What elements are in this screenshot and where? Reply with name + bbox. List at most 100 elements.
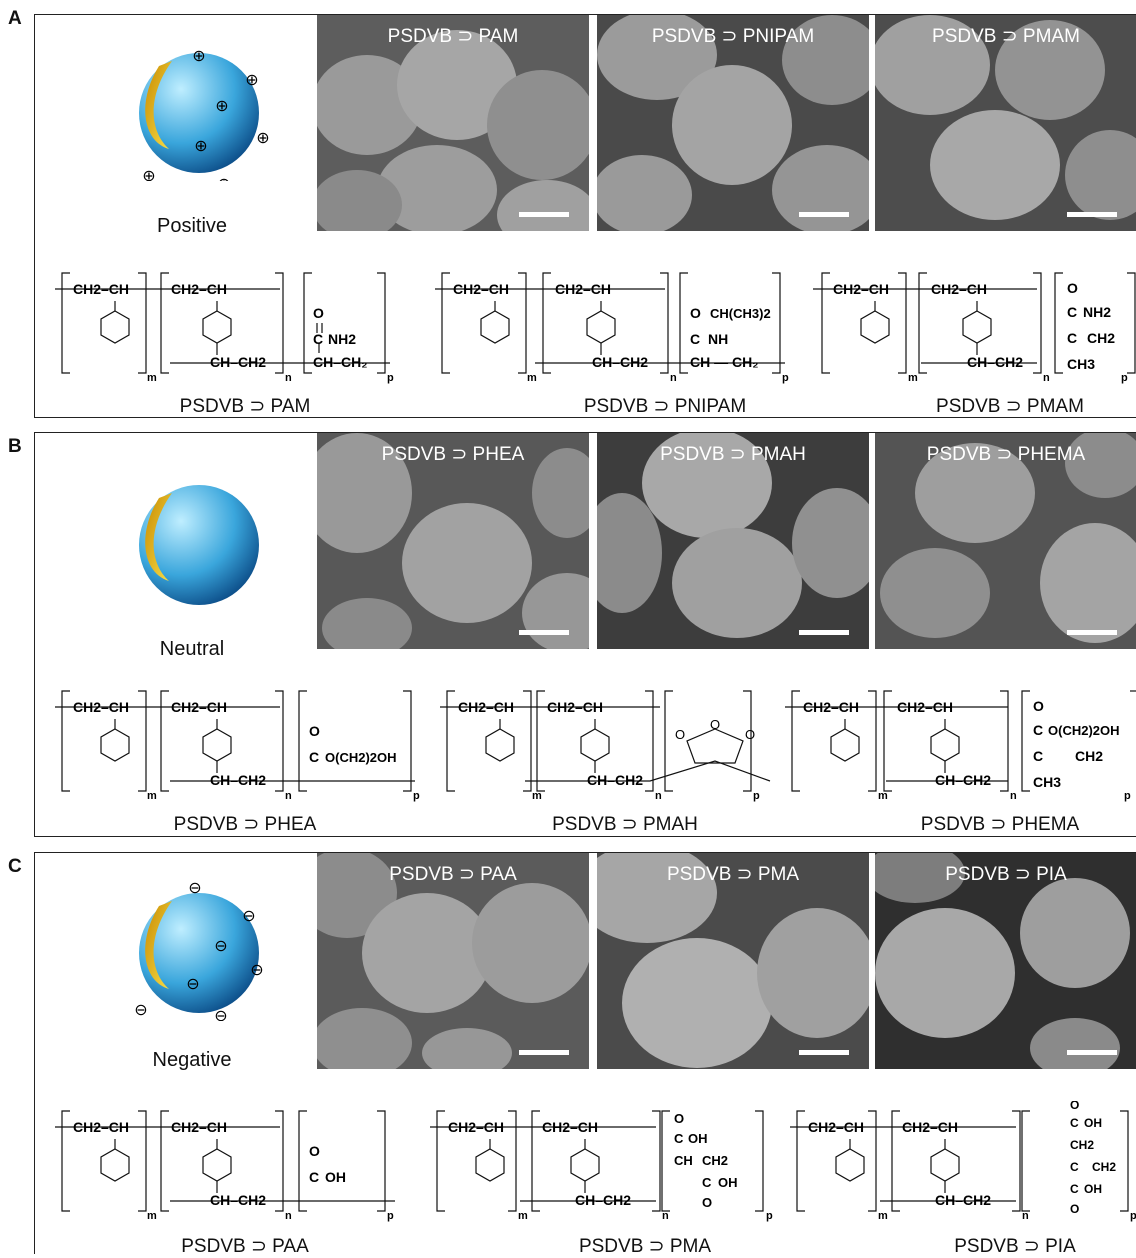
- svg-text:O: O: [710, 717, 720, 732]
- svg-text:CH3: CH3: [1067, 356, 1095, 372]
- svg-text:m: m: [147, 1210, 157, 1222]
- structure-pnipam: CH2–CH CH2–CH CH–CH2 m n p O CH(CH3)2 C …: [435, 272, 789, 384]
- svg-text:CH2–CH: CH2–CH: [833, 281, 889, 297]
- svg-text:⊖: ⊖: [242, 908, 255, 925]
- scale-bar: [519, 630, 569, 635]
- panel-letter-b: B: [8, 436, 22, 457]
- svg-text:CH2: CH2: [702, 1153, 728, 1168]
- sem-image-pma: PSDVB ⊃ PMA: [597, 853, 869, 1069]
- structure-caption: PSDVB ⊃ PAA: [181, 1236, 309, 1257]
- svg-text:CH2–CH: CH2–CH: [931, 281, 987, 297]
- svg-text:CH2–CH: CH2–CH: [458, 699, 514, 715]
- svg-text:O: O: [1070, 1202, 1079, 1216]
- svg-text:CH2–CH: CH2–CH: [897, 699, 953, 715]
- svg-text:⊕: ⊕: [194, 138, 207, 155]
- structure-pma: CH2–CH CH2–CH CH–CH2 m n p O C OH CH CH2…: [430, 1110, 773, 1222]
- svg-text:OH: OH: [1084, 1116, 1102, 1130]
- svg-text:O: O: [1070, 1101, 1079, 1112]
- scale-bar: [1067, 212, 1117, 217]
- negative-particle-icon: ⊖ ⊖ ⊖ ⊖ ⊖ ⊖ ⊖: [134, 880, 263, 1021]
- scale-bar: [799, 212, 849, 217]
- structure-phema: CH2–CH CH2–CH CH–CH2 m n p O C O(CH2)2OH…: [785, 690, 1136, 802]
- svg-text:OH: OH: [718, 1175, 738, 1190]
- sem-label: PSDVB ⊃ PIA: [945, 864, 1067, 885]
- charge-label-positive: Positive: [156, 215, 228, 237]
- panel-b: Neutral PSDVB ⊃ PHEA PSDVB ⊃ PMAH PSDVB …: [34, 432, 1136, 837]
- sem-label: PSDVB ⊃ PAM: [387, 26, 519, 47]
- structure-caption: PSDVB ⊃ PMAM: [936, 396, 1084, 417]
- svg-text:O: O: [690, 305, 701, 321]
- svg-text:C: C: [1070, 1160, 1079, 1174]
- scale-bar: [799, 1050, 849, 1055]
- sem-image-pmam: PSDVB ⊃ PMAM: [875, 15, 1136, 231]
- svg-text:C: C: [1033, 748, 1043, 764]
- svg-text:n: n: [662, 1210, 669, 1222]
- structure-caption: PSDVB ⊃ PMAH: [552, 814, 698, 835]
- svg-text:⊕: ⊕: [245, 72, 258, 89]
- scale-bar: [799, 630, 849, 635]
- positive-particle-icon: ⊕ ⊕ ⊕ ⊕ ⊕ ⊕ ⊕: [139, 48, 270, 181]
- svg-text:O: O: [309, 1143, 320, 1159]
- structure-pia: CH2–CH CH2–CH CH–CH2 m n p O C OH CH2 C …: [790, 1101, 1136, 1222]
- svg-text:O: O: [675, 727, 685, 742]
- svg-text:CH3: CH3: [1033, 774, 1061, 790]
- svg-text:p: p: [782, 372, 789, 384]
- svg-text:C: C: [690, 331, 700, 347]
- svg-text:n: n: [655, 790, 662, 802]
- svg-text:O(CH2)2OH: O(CH2)2OH: [325, 750, 397, 765]
- svg-text:n: n: [1022, 1210, 1029, 1222]
- charge-label-neutral: Neutral: [159, 638, 225, 660]
- svg-text:p: p: [766, 1210, 773, 1222]
- structure-pmah: CH2–CH CH2–CH CH–CH2 m n p O O O: [440, 690, 771, 802]
- svg-text:OH: OH: [325, 1169, 346, 1185]
- svg-text:O: O: [674, 1111, 684, 1126]
- structure-pam: CH2–CH CH2–CH CH–CH2 m n p O C NH2 CH–CH…: [55, 272, 394, 384]
- svg-text:m: m: [532, 790, 542, 802]
- svg-text:CH: CH: [674, 1153, 693, 1168]
- svg-text:CH2–CH: CH2–CH: [448, 1119, 504, 1135]
- svg-text:CH2: CH2: [1087, 330, 1115, 346]
- svg-text:CH2–CH: CH2–CH: [555, 281, 611, 297]
- structure-pmam: CH2–CH CH2–CH CH–CH2 m n p O C NH2 C CH2…: [813, 272, 1136, 384]
- svg-text:C: C: [313, 331, 323, 347]
- sem-image-pam: PSDVB ⊃ PAM: [317, 15, 589, 231]
- svg-text:⊕: ⊕: [142, 168, 155, 181]
- svg-text:CH–CH2: CH–CH2: [967, 354, 1023, 370]
- svg-text:C: C: [702, 1175, 712, 1190]
- svg-text:O(CH2)2OH: O(CH2)2OH: [1048, 723, 1120, 738]
- scale-bar: [1067, 630, 1117, 635]
- structure-caption: PSDVB ⊃ PMA: [578, 1236, 712, 1257]
- sem-label: PSDVB ⊃ PHEMA: [926, 444, 1086, 465]
- svg-text:⊖: ⊖: [188, 880, 201, 897]
- svg-text:m: m: [908, 372, 918, 384]
- svg-text:CH2–CH: CH2–CH: [808, 1119, 864, 1135]
- svg-text:p: p: [413, 790, 420, 802]
- sem-label: PSDVB ⊃ PHEA: [381, 444, 525, 465]
- svg-text:CH2–CH: CH2–CH: [73, 1119, 129, 1135]
- svg-text:n: n: [285, 372, 292, 384]
- structure-paa: CH2–CH CH2–CH CH–CH2 m n p O C OH: [55, 1110, 395, 1222]
- svg-text:p: p: [1130, 1210, 1136, 1222]
- svg-text:p: p: [753, 790, 760, 802]
- svg-text:n: n: [1043, 372, 1050, 384]
- svg-text:C: C: [1033, 722, 1043, 738]
- structure-caption: PSDVB ⊃ PIA: [954, 1236, 1076, 1257]
- sem-image-phea: PSDVB ⊃ PHEA: [317, 433, 589, 649]
- scale-bar: [1067, 1050, 1117, 1055]
- svg-text:C: C: [1070, 1116, 1079, 1130]
- svg-text:C: C: [1070, 1182, 1079, 1196]
- svg-text:O: O: [313, 305, 324, 321]
- svg-text:n: n: [285, 1210, 292, 1222]
- svg-text:O: O: [745, 727, 755, 742]
- svg-text:CH2–CH: CH2–CH: [453, 281, 509, 297]
- panel-letter-a: A: [8, 8, 22, 29]
- svg-text:n: n: [1010, 790, 1017, 802]
- sem-label: PSDVB ⊃ PMA: [666, 864, 800, 885]
- svg-text:CH–CH₂: CH–CH₂: [313, 354, 367, 370]
- svg-text:m: m: [518, 1210, 528, 1222]
- panel-letter-c: C: [8, 856, 22, 877]
- svg-text:CH2–CH: CH2–CH: [547, 699, 603, 715]
- svg-text:CH–CH2: CH–CH2: [935, 1192, 991, 1208]
- svg-text:p: p: [387, 1210, 394, 1222]
- svg-text:CH2: CH2: [1070, 1138, 1094, 1152]
